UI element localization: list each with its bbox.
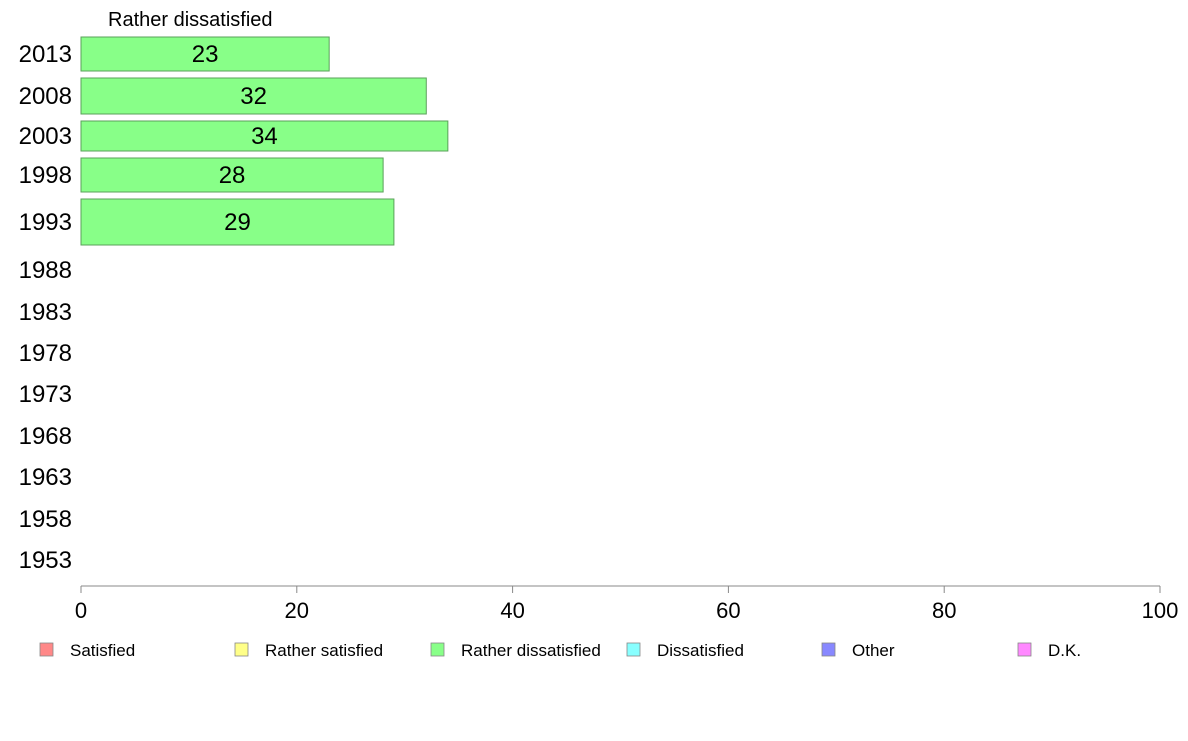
data-label: 32 — [240, 83, 267, 110]
legend-label: D.K. — [1048, 641, 1081, 660]
legend-label: Rather dissatisfied — [461, 641, 601, 660]
bar — [80, 36, 330, 72]
legend-swatch — [234, 642, 249, 657]
chart-title: Rather dissatisfied — [108, 9, 273, 31]
legend-label: Satisfied — [70, 641, 135, 660]
legend-swatch — [430, 642, 445, 657]
y-tick-label: 1953 — [19, 547, 72, 574]
bar — [80, 120, 449, 152]
y-tick-label: 1973 — [19, 381, 72, 408]
data-label: 23 — [192, 41, 219, 68]
y-axis-labels: 2013 2008 2003 1998 1993 1988 1983 1978 1973 1968… — [19, 41, 72, 574]
legend-label: Dissatisfied — [657, 641, 744, 660]
legend-swatch — [1017, 642, 1032, 657]
y-tick-label: 1983 — [19, 299, 72, 326]
y-tick-label: 1958 — [19, 506, 72, 533]
y-tick-label: 1988 — [19, 257, 72, 284]
y-tick-label: 1963 — [19, 464, 72, 491]
bar — [80, 77, 427, 115]
legend-label: Rather satisfied — [265, 641, 383, 660]
y-tick-label: 1998 — [19, 162, 72, 189]
y-tick-label: 2013 — [19, 41, 72, 68]
legend: Satisfied Rather satisfied Rather dissatis… — [39, 641, 1081, 660]
bar — [80, 198, 395, 246]
legend-swatch — [821, 642, 836, 657]
data-label: 29 — [224, 209, 251, 236]
y-tick-label: 1993 — [19, 209, 72, 236]
y-tick-label: 1968 — [19, 423, 72, 450]
x-tick-label: 40 — [500, 598, 524, 623]
legend-label: Other — [852, 641, 895, 660]
x-axis: 0 20 40 60 80 100 — [75, 585, 1179, 623]
x-tick-label: 80 — [932, 598, 956, 623]
x-tick-label: 100 — [1142, 598, 1179, 623]
y-tick-label: 1978 — [19, 340, 72, 367]
x-tick-label: 20 — [285, 598, 309, 623]
legend-swatch — [39, 642, 54, 657]
y-tick-label: 2003 — [19, 123, 72, 150]
data-label: 28 — [219, 162, 246, 189]
data-label: 34 — [251, 123, 278, 150]
x-tick-label: 60 — [716, 598, 740, 623]
y-tick-label: 2008 — [19, 83, 72, 110]
bar — [80, 157, 384, 193]
legend-swatch — [626, 642, 641, 657]
x-tick-label: 0 — [75, 598, 87, 623]
